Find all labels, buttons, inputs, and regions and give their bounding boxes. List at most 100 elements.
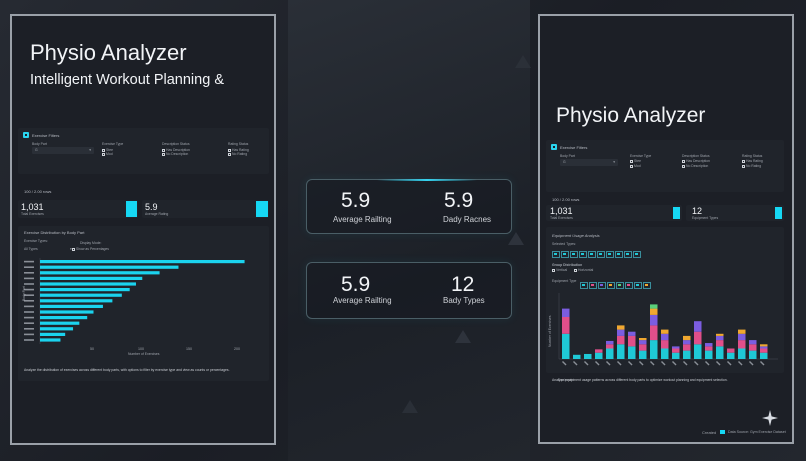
- radio[interactable]: [552, 268, 555, 272]
- stacked-bar-segment: [705, 346, 713, 351]
- stacked-bar-segment: [760, 346, 768, 349]
- exercise-type-option[interactable]: Stee: [102, 148, 113, 152]
- description-status-option[interactable]: No Description: [162, 152, 188, 156]
- selected-type-chips[interactable]: [552, 248, 780, 258]
- stacked-bar-segment: [727, 348, 735, 353]
- body-part-bar: [40, 282, 136, 286]
- checkbox[interactable]: [630, 159, 633, 163]
- rating-status-option[interactable]: No Rating: [742, 164, 761, 168]
- exercise-type-option[interactable]: Mod: [630, 164, 641, 168]
- kpi-accent: [673, 207, 680, 219]
- checkbox[interactable]: [228, 148, 231, 152]
- legend-item: [589, 282, 597, 289]
- filters-heading: Exercise Filters: [560, 145, 588, 150]
- checkbox[interactable]: [102, 152, 105, 156]
- type-chip[interactable]: [633, 251, 641, 258]
- exercise-types-select[interactable]: All Types: [24, 247, 38, 251]
- stat-value: 5.9: [341, 189, 371, 212]
- checkbox[interactable]: [742, 159, 745, 163]
- page-title: Physio Analyzer: [30, 40, 187, 65]
- x-tick-label: [650, 361, 655, 366]
- stacked-bar-segment: [650, 308, 658, 315]
- description-status-option[interactable]: Has Description: [682, 159, 710, 163]
- checkbox[interactable]: [742, 164, 745, 168]
- x-tick-label: [562, 361, 567, 366]
- checkbox[interactable]: [72, 247, 75, 251]
- description-status-option[interactable]: No Description: [682, 164, 708, 168]
- x-tick-label: [661, 361, 666, 366]
- type-chip[interactable]: [579, 251, 587, 258]
- legend-item: [634, 282, 642, 289]
- decor-triangle: [402, 400, 418, 413]
- type-chip[interactable]: [597, 251, 605, 258]
- radio[interactable]: [574, 268, 577, 272]
- stat-label: Average Railting: [333, 215, 392, 224]
- type-chip[interactable]: [570, 251, 578, 258]
- legend-item: [616, 282, 624, 289]
- stacked-bar-segment: [639, 350, 647, 359]
- category-tick-label: [24, 272, 34, 274]
- type-chip[interactable]: [606, 251, 614, 258]
- type-chip[interactable]: [552, 251, 560, 258]
- stacked-bar-segment: [760, 348, 768, 353]
- stacked-bar-segment: [562, 317, 570, 334]
- stacked-bar-segment: [672, 348, 680, 353]
- checkbox[interactable]: [630, 164, 633, 168]
- stacked-bar-segment: [606, 340, 614, 345]
- stacked-bar-segment: [716, 333, 724, 336]
- type-chip[interactable]: [615, 251, 623, 258]
- category-tick-label: [24, 305, 34, 308]
- exercise-type-option[interactable]: Stee: [630, 159, 641, 163]
- stacked-bar-segment: [617, 325, 625, 330]
- x-tick-label: [727, 361, 732, 366]
- rating-status-option[interactable]: No Rating: [228, 152, 247, 156]
- stacked-bar-segment: [573, 354, 581, 359]
- x-tick-label: [584, 361, 589, 366]
- stacked-bar-segment: [672, 346, 680, 349]
- stacked-bar-segment: [595, 349, 603, 353]
- category-tick-label: [24, 277, 34, 280]
- stats-card-bottom: 5.9 Average Railting 12 Bady Types: [306, 262, 512, 319]
- stacked-bar-segment: [650, 340, 658, 359]
- group-option[interactable]: Horizontal: [574, 268, 593, 272]
- rating-status-label: Rating Status: [742, 154, 763, 158]
- kpi-value: 12: [692, 206, 703, 216]
- type-chip[interactable]: [588, 251, 596, 258]
- type-chip[interactable]: [561, 251, 569, 258]
- checkbox[interactable]: [162, 148, 165, 152]
- x-tick-label: [738, 361, 743, 366]
- decor-triangle: [508, 232, 524, 245]
- rating-status-option[interactable]: Has Rating: [742, 159, 763, 163]
- filters-card: Exercise Filters Body Part G ▾ Exercise …: [546, 140, 784, 192]
- kpi-value: 1,031: [550, 206, 573, 216]
- legend-item: [643, 282, 651, 289]
- x-tick-label: 150: [186, 347, 192, 351]
- footer-created: Created: [702, 430, 717, 435]
- body-part-bar: [40, 288, 130, 292]
- display-mode-option[interactable]: Show as Percentages: [72, 247, 109, 251]
- rating-status-option[interactable]: Has Rating: [228, 148, 249, 152]
- x-axis-label: Number of Exercises: [128, 352, 160, 356]
- checkbox[interactable]: [682, 164, 685, 168]
- description-status-option[interactable]: Has Description: [162, 148, 190, 152]
- kpi-accent: [775, 207, 782, 219]
- checkbox[interactable]: [162, 152, 165, 156]
- kpi-label: Average Rating: [145, 212, 169, 216]
- stacked-bar-segment: [650, 314, 658, 326]
- x-tick-label: [749, 361, 754, 366]
- chevron-down-icon: ▾: [613, 160, 615, 164]
- kpi-label: Total Exercises: [550, 216, 573, 220]
- description-status-label: Description Status: [162, 142, 190, 146]
- body-part-select[interactable]: G ▾: [560, 159, 618, 166]
- group-option[interactable]: Vertical: [552, 268, 567, 272]
- checkbox[interactable]: [682, 159, 685, 163]
- legend-item: [580, 282, 588, 289]
- rows-count: 100 / 2.00 rows: [24, 189, 52, 194]
- checkbox[interactable]: [228, 152, 231, 156]
- body-part-select[interactable]: G ▾: [32, 147, 94, 154]
- type-chip[interactable]: [624, 251, 632, 258]
- stacked-bar-segment: [639, 338, 647, 341]
- checkbox[interactable]: [102, 148, 105, 152]
- exercise-type-option[interactable]: Mod: [102, 152, 113, 156]
- exercise-types-label: Exercise Types:: [24, 239, 48, 243]
